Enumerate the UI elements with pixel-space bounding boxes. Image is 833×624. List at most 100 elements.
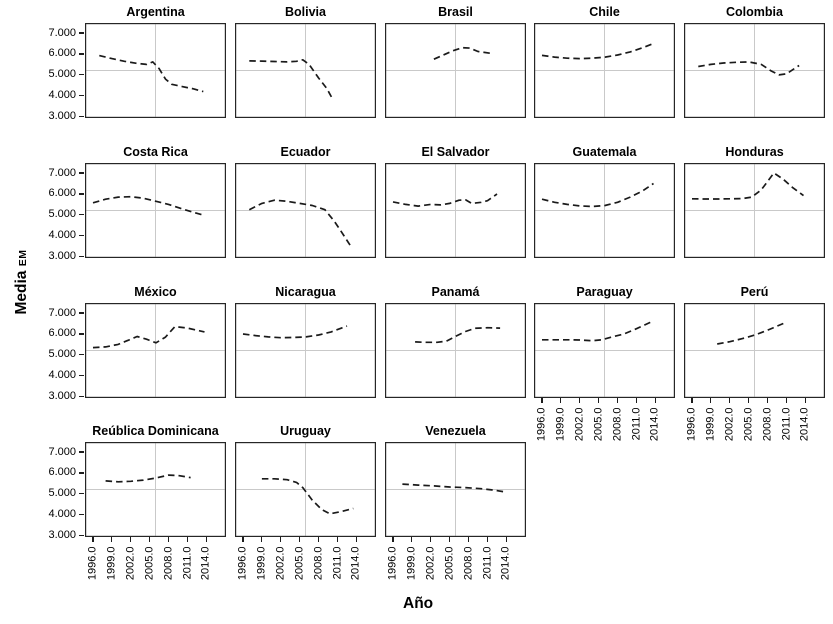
panel-title-nicaragua: Nicaragua bbox=[275, 285, 336, 299]
y-tick-mark bbox=[79, 312, 84, 314]
x-tick-label: 2014.0 bbox=[199, 546, 212, 580]
y-tick-mark bbox=[79, 74, 84, 76]
data-line-per- bbox=[717, 322, 784, 345]
y-tick-label-row1: 6.000 bbox=[48, 47, 76, 60]
x-tick-mark bbox=[804, 398, 806, 403]
x-tick-label: 2014.0 bbox=[798, 407, 811, 441]
x-tick-mark bbox=[205, 537, 207, 542]
panel-svg-colombia bbox=[684, 23, 826, 119]
y-tick-label-row2: 3.000 bbox=[48, 250, 76, 263]
plot-area-m-xico bbox=[85, 303, 227, 399]
data-line-panam- bbox=[415, 326, 501, 344]
x-tick-label: 2005.0 bbox=[143, 546, 156, 580]
y-tick-label-row4: 3.000 bbox=[48, 529, 76, 542]
y-tick-label-row2: 4.000 bbox=[48, 229, 76, 242]
plot-area-el-salvador bbox=[385, 163, 527, 259]
x-tick-label: 2008.0 bbox=[611, 407, 624, 441]
x-tick-label: 2005.0 bbox=[742, 407, 755, 441]
y-tick-mark bbox=[79, 172, 84, 174]
data-line-bolivia bbox=[249, 58, 334, 101]
panel-border bbox=[235, 303, 377, 399]
x-tick-label: 2005.0 bbox=[443, 546, 456, 580]
x-tick-label: 2008.0 bbox=[462, 546, 475, 580]
y-tick-mark bbox=[79, 256, 84, 258]
x-tick-mark bbox=[186, 537, 189, 542]
panel-svg-ecuador bbox=[235, 163, 377, 259]
x-tick-label: 1999.0 bbox=[255, 546, 268, 580]
x-tick-label: 1999.0 bbox=[105, 546, 118, 580]
panel-border bbox=[385, 303, 527, 399]
panel-title-honduras: Honduras bbox=[725, 145, 784, 159]
x-tick-mark bbox=[486, 537, 489, 542]
y-tick-mark bbox=[79, 235, 84, 237]
x-tick-mark bbox=[505, 537, 507, 542]
x-tick-label: 1996.0 bbox=[386, 546, 399, 580]
plot-area-paraguay bbox=[534, 303, 676, 399]
x-tick-label: 2008.0 bbox=[312, 546, 325, 580]
panel-title-guatemala: Guatemala bbox=[572, 145, 637, 159]
y-tick-mark bbox=[79, 375, 84, 377]
x-tick-label: 2014.0 bbox=[648, 407, 661, 441]
plot-area-venezuela bbox=[385, 442, 527, 538]
data-line-colombia bbox=[698, 61, 800, 76]
panel-svg-venezuela bbox=[385, 442, 527, 538]
panel-svg-paraguay bbox=[534, 303, 676, 399]
plot-area-nicaragua bbox=[235, 303, 377, 399]
plot-area-ecuador bbox=[235, 163, 377, 259]
y-tick-label-row1: 5.000 bbox=[48, 68, 76, 81]
x-tick-label: 2002.0 bbox=[124, 546, 137, 580]
y-tick-mark bbox=[79, 333, 84, 335]
panel-border bbox=[534, 303, 676, 399]
data-line-nicaragua bbox=[242, 325, 348, 339]
y-tick-mark bbox=[79, 451, 84, 453]
panel-title-venezuela: Venezuela bbox=[425, 424, 486, 438]
data-line-uruguay bbox=[261, 477, 354, 515]
x-tick-label: 2008.0 bbox=[162, 546, 175, 580]
x-tick-mark bbox=[729, 398, 731, 403]
panel-svg-honduras bbox=[684, 163, 826, 259]
y-tick-label-row4: 6.000 bbox=[48, 466, 76, 479]
x-tick-mark bbox=[168, 537, 170, 542]
plot-area-bolivia bbox=[235, 23, 377, 119]
panel-border bbox=[235, 23, 377, 119]
panel-title-costa-rica: Costa Rica bbox=[123, 145, 188, 159]
y-tick-label-row4: 4.000 bbox=[48, 508, 76, 521]
y-axis-title-subscript: EM bbox=[17, 249, 29, 267]
x-tick-label: 2005.0 bbox=[592, 407, 605, 441]
x-tick-label: 2011.0 bbox=[181, 546, 193, 579]
x-tick-mark bbox=[617, 398, 619, 403]
panel-title-el-salvador: El Salvador bbox=[421, 145, 490, 159]
panel-svg-argentina bbox=[85, 23, 227, 119]
y-tick-label-row2: 6.000 bbox=[48, 187, 76, 200]
x-tick-mark bbox=[560, 398, 562, 403]
x-tick-mark bbox=[430, 537, 432, 542]
panel-title-bolivia: Bolivia bbox=[285, 5, 326, 19]
data-line-m-xico bbox=[92, 325, 205, 349]
y-tick-mark bbox=[79, 514, 84, 516]
x-tick-mark bbox=[411, 537, 413, 542]
y-tick-mark bbox=[79, 472, 84, 474]
x-tick-mark bbox=[299, 537, 301, 542]
panel-border bbox=[235, 163, 377, 259]
y-tick-label-row3: 7.000 bbox=[48, 306, 76, 319]
y-axis-title-main: Media bbox=[13, 270, 30, 315]
x-tick-label: 1996.0 bbox=[685, 407, 698, 441]
x-tick-mark bbox=[710, 398, 712, 403]
y-tick-label-row1: 3.000 bbox=[48, 110, 76, 123]
plot-area-panam- bbox=[385, 303, 527, 399]
panel-title-uruguay: Uruguay bbox=[280, 424, 331, 438]
x-tick-mark bbox=[92, 537, 94, 542]
y-tick-label-row3: 6.000 bbox=[48, 327, 76, 340]
x-tick-mark bbox=[130, 537, 132, 542]
panel-title-re-blica-dominicana: Reública Dominicana bbox=[92, 424, 219, 438]
y-tick-mark bbox=[79, 214, 84, 216]
y-tick-label-row3: 4.000 bbox=[48, 369, 76, 382]
data-line-venezuela bbox=[402, 483, 507, 494]
panel-svg-costa-rica bbox=[85, 163, 227, 259]
panel-svg-brasil bbox=[385, 23, 527, 119]
x-tick-mark bbox=[468, 537, 470, 542]
x-tick-mark bbox=[355, 537, 357, 542]
x-tick-label: 1996.0 bbox=[86, 546, 99, 580]
x-tick-label: 1999.0 bbox=[405, 546, 418, 580]
